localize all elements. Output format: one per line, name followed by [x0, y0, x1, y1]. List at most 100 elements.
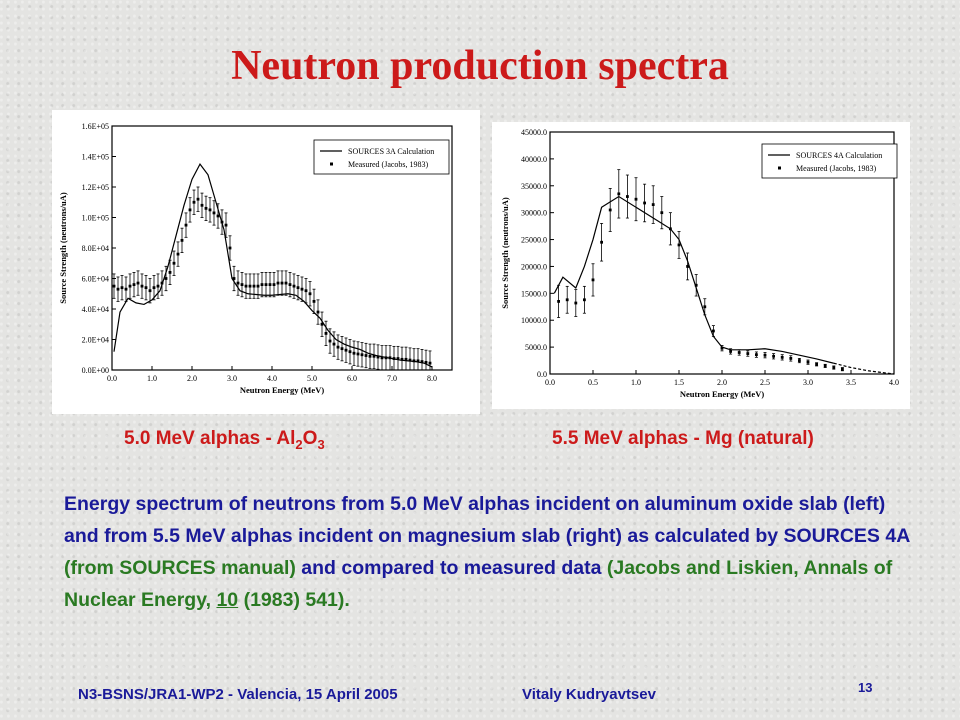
chart-left-data-point	[124, 287, 128, 291]
caption-left-mid: O	[302, 428, 318, 449]
chart-left-data-point	[296, 286, 300, 290]
chart-left-data-point	[148, 289, 152, 293]
chart-left-data-point	[300, 287, 304, 291]
chart-left-data-point	[160, 281, 164, 285]
chart-right-data-point	[626, 195, 629, 198]
chart-left-ytick-label: 1.2E+05	[82, 183, 109, 192]
chart-left-calc-line	[113, 163, 433, 368]
chart-left-data-point	[292, 284, 296, 288]
caption-right: 5.5 MeV alphas - Mg (natural)	[552, 428, 814, 449]
chart-left-ytick-label: 8.0E+04	[82, 244, 109, 253]
chart-left-data-point	[136, 281, 140, 285]
chart-left-data-point	[388, 356, 392, 360]
chart-left-data-point	[140, 284, 144, 288]
chart-right-data-point	[755, 353, 758, 357]
chart-left-data-point	[128, 284, 132, 288]
chart-left-data-point	[376, 355, 380, 359]
chart-left-data-point	[408, 358, 412, 362]
chart-right-ytick-label: 0.0	[537, 370, 547, 379]
chart-left-data-point	[412, 359, 416, 363]
page-title: Neutron production spectra	[231, 43, 729, 89]
chart-left-data-point	[244, 284, 248, 288]
chart-right-data-point	[574, 301, 578, 305]
chart-right-legend-point-swatch	[778, 166, 781, 170]
chart-right-xtick-label: 2.5	[760, 378, 770, 387]
chart-left-data-point	[324, 332, 328, 335]
chart-right-legend	[761, 143, 898, 179]
chart-left-ytick-label: 4.0E+04	[82, 305, 109, 314]
chart-right-ytick-label: 5000.0	[525, 343, 547, 352]
chart-left-data-point	[164, 277, 168, 280]
chart-left-data-point	[252, 284, 256, 288]
chart-left-data-point	[316, 310, 320, 314]
chart-right-data-point	[703, 305, 707, 309]
chart-left-ytick-label: 6.0E+04	[82, 275, 109, 284]
chart-left-data-point	[268, 283, 272, 286]
description-reference: (Jacobs and Liskien, Annals of Nuclear E…	[64, 557, 893, 611]
chart-left-data-point	[172, 261, 176, 265]
chart-right: 0.0 0.5 1.0 1.5 2.0 2.5 3.0 3.5 4.0 0.0 5000.0 1000…	[500, 128, 899, 399]
chart-right-data-point	[591, 278, 595, 282]
chart-right-data-point	[617, 192, 621, 196]
chart-left-data-point	[328, 339, 332, 343]
chart-left-data-point	[424, 360, 428, 364]
chart-left-data-point	[380, 356, 384, 360]
chart-left-ytick-label: 0.0E+00	[82, 366, 109, 375]
chart-left-data-point	[228, 246, 232, 250]
chart-right-legend-point-label: Measured (Jacobs, 1983)	[796, 164, 877, 173]
chart-left-ylabel: Source Strength (neutrons/uA)	[58, 192, 68, 304]
chart-right-data-point	[608, 208, 612, 212]
chart-right-ytick-label: 40000.0	[521, 155, 547, 164]
chart-left-data-point	[120, 286, 124, 290]
description-part1: Energy spectrum of neutrons from 5.0 MeV…	[64, 493, 910, 547]
chart-left-data-point	[284, 281, 288, 285]
chart-left-data-point	[192, 200, 196, 204]
chart-right-data-point	[720, 346, 724, 350]
chart-left-data-point	[168, 271, 172, 274]
chart-left-data-point	[364, 354, 368, 357]
chart-left-data-point	[176, 252, 180, 256]
chart-left-data-point	[400, 357, 404, 361]
chart-left-data-point	[320, 322, 324, 326]
description-source: (from SOURCES manual)	[64, 557, 296, 579]
chart-left-xtick-label: 0.0	[107, 374, 117, 383]
chart-left-panel: 0.0 1.0 2.0 3.0 4.0 5.0 6.0 7.0 8.0 0.0E+00 2.0E+0…	[52, 110, 480, 414]
chart-right-ylabel: Source Strength (neutrons/uA)	[500, 197, 510, 309]
chart-right-data-point	[772, 354, 775, 358]
description: Energy spectrum of neutrons from 5.0 MeV…	[64, 488, 914, 616]
chart-left-data-point	[344, 348, 348, 352]
chart-left-data-point	[212, 211, 216, 215]
chart-right-data-point	[583, 298, 586, 302]
chart-right-data-point	[789, 357, 793, 360]
chart-left-data-point	[256, 284, 260, 288]
chart-left-data-point	[428, 361, 432, 365]
chart-right-data-point	[565, 298, 569, 302]
chart-left-xtick-label: 8.0	[427, 374, 437, 383]
chart-left-data-point	[340, 347, 344, 351]
chart-right-data-point	[832, 366, 836, 369]
chart-right-panel: 0.0 0.5 1.0 1.5 2.0 2.5 3.0 3.5 4.0 0.0 5000.0 1000…	[492, 122, 910, 409]
chart-right-data-point	[841, 367, 844, 371]
chart-left-data-point	[132, 283, 136, 286]
chart-left-data-point	[220, 220, 224, 224]
chart-right-data-point	[737, 351, 741, 354]
chart-left-legend-point-swatch	[330, 162, 333, 166]
chart-right-xtick-label: 1.0	[631, 378, 641, 387]
chart-right-ytick-label: 15000.0	[521, 289, 547, 298]
chart-left-data-point	[224, 223, 228, 227]
chart-right-data-point	[798, 359, 801, 362]
chart-right-xtick-label: 3.5	[846, 378, 856, 387]
chart-right-xtick-label: 0.0	[545, 378, 555, 387]
chart-left-data-point	[276, 281, 280, 285]
chart-left-data-point	[352, 351, 356, 355]
chart-left-data-point	[112, 284, 116, 288]
chart-left-data-point	[392, 357, 396, 360]
chart-left-data-point	[372, 354, 376, 358]
chart-left-data-point	[184, 223, 188, 227]
chart-right-xtick-label: 4.0	[889, 378, 899, 387]
chart-left: 0.0 1.0 2.0 3.0 4.0 5.0 6.0 7.0 8.0 0.0E+00 2.0E+0…	[58, 122, 453, 395]
description-reference-end: (1983) 541).	[238, 589, 350, 611]
chart-right-xtick-label: 0.5	[588, 378, 598, 387]
page-number: 13	[858, 680, 873, 695]
chart-left-data-point	[116, 287, 120, 291]
